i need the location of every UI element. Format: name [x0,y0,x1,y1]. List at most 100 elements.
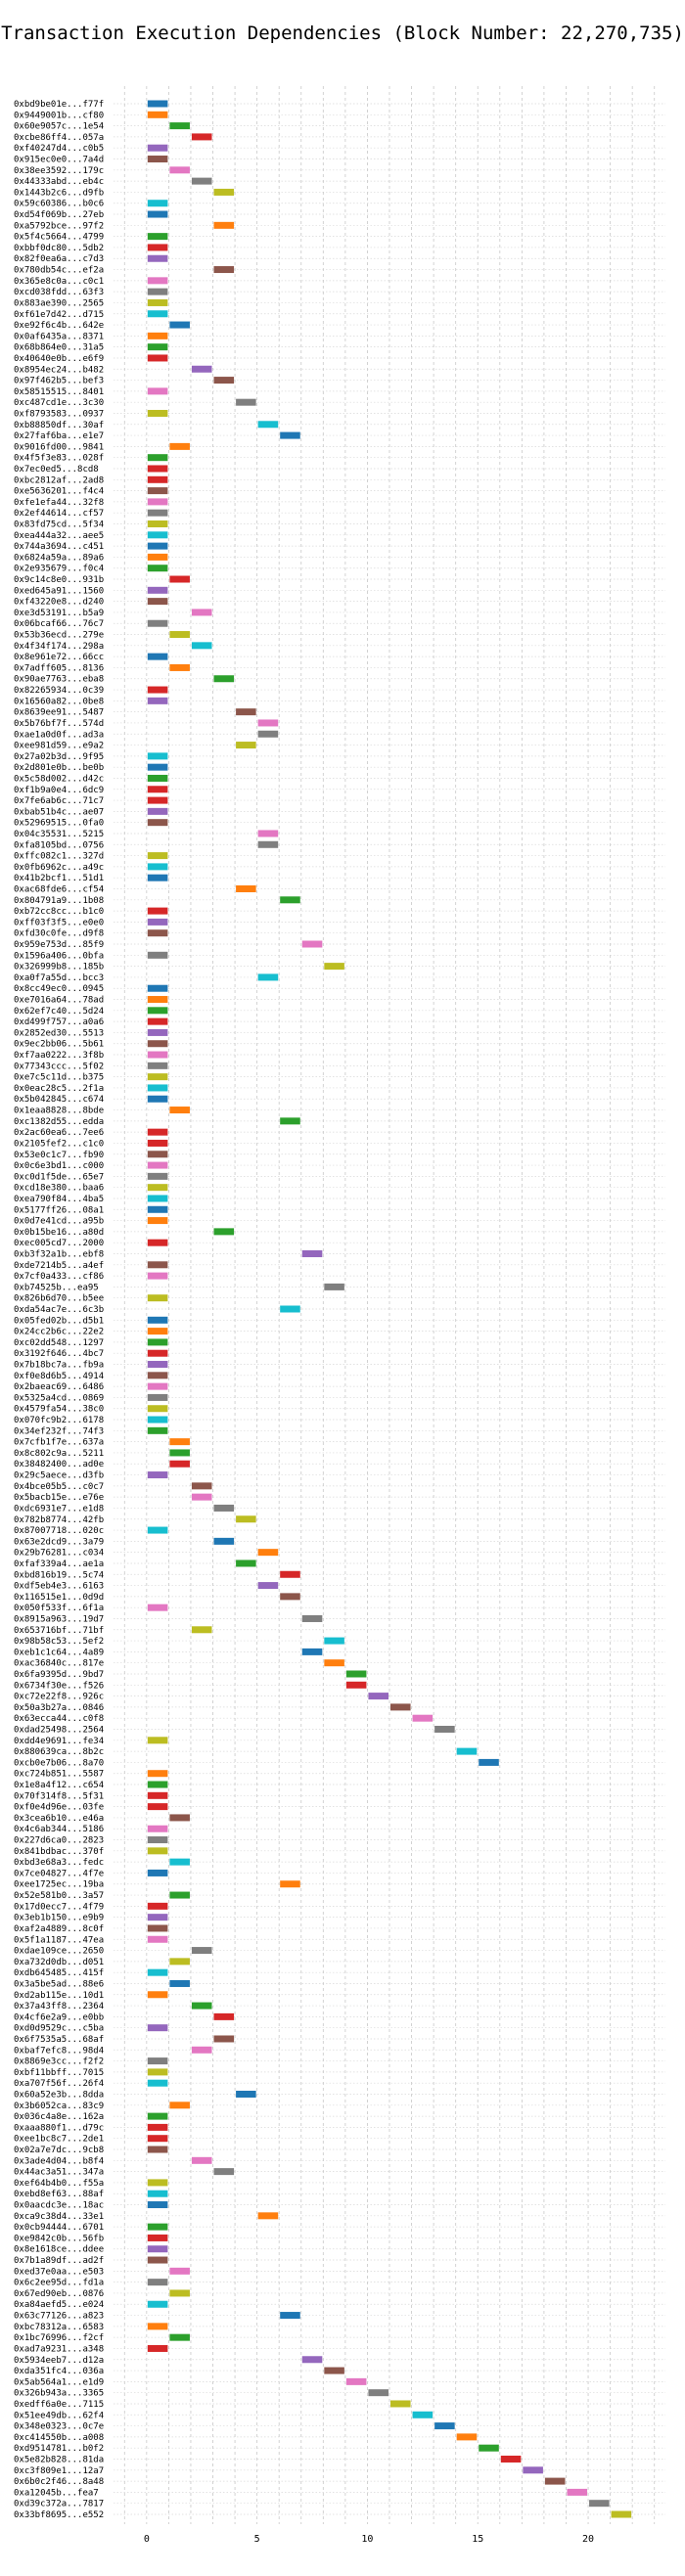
transaction-label: 0x6f7535a5...68af [14,2035,104,2045]
transaction-label: 0x3ade4d04...b8f4 [14,2156,104,2166]
transaction-label: 0xf0e4d96e...03fe [14,1803,104,1813]
transaction-label: 0x2e935679...f0c4 [14,565,104,574]
transaction-label: 0x5b042845...c674 [14,1095,104,1105]
transaction-label: 0xa5792bce...97f2 [14,221,104,231]
transaction-label: 0x7adff605...8136 [14,663,104,673]
transaction-bar [236,398,256,406]
transaction-bar [147,2135,168,2143]
transaction-label: 0x8e961e72...66cc [14,653,104,662]
transaction-label: 0x87007718...020c [14,1526,104,1536]
transaction-label: 0xae1a0d0f...ad3a [14,730,104,740]
transaction-bar [191,2046,212,2054]
transaction-label: 0x365e8c0a...c0c1 [14,277,104,287]
transaction-bar [147,2112,168,2120]
transaction-label: 0x959e753d...85f9 [14,940,104,950]
transaction-bar [280,1880,300,1888]
transaction-label: 0x5ab564a1...e1d9 [14,2377,104,2387]
transaction-label: 0x34ef232f...74f3 [14,1426,104,1436]
transaction-label: 0x5bacb15e...e76e [14,1493,104,1503]
transaction-bar [147,1781,168,1788]
transaction-bar [301,1249,323,1257]
transaction-label: 0xaaa880f1...d79c [14,2123,104,2133]
transaction-label: 0x44ac3a51...347a [14,2168,104,2178]
transaction-bar [147,984,168,992]
transaction-label: 0x24cc2b6c...22e2 [14,1328,104,1337]
transaction-bar [412,1714,434,1722]
transaction-label: 0x6c2ee95d...fd1a [14,2279,104,2288]
transaction-label: 0x3b6052ca...83c9 [14,2101,104,2111]
x-tick-label: 15 [472,2534,483,2545]
transaction-bar [147,2279,168,2286]
transaction-label: 0x41b2bcf1...51d1 [14,874,104,883]
transaction-label: 0x2852ed30...5513 [14,1028,104,1038]
transaction-label: 0xef64b4b0...f55a [14,2179,104,2189]
transaction-bar [169,1814,190,1822]
transaction-bar [280,431,300,439]
transaction-bar [479,1758,499,1766]
transaction-bar [147,1349,168,1357]
transaction-bar [147,475,168,483]
transaction-bar [147,2079,168,2087]
transaction-label: 0x036c4a8e...162a [14,2112,104,2122]
transaction-label: 0xfe1efa44...32f8 [14,498,104,508]
transaction-bar [324,1283,344,1290]
transaction-bar [147,531,168,539]
transaction-bar [191,642,212,650]
transaction-label: 0xfa8105bd...0756 [14,840,104,850]
transaction-label: 0x0fb6962c...a49c [14,863,104,873]
transaction-label: 0x4bce05b5...c0c7 [14,1482,104,1492]
transaction-label: 0x883ae390...2565 [14,298,104,308]
transaction-bar [147,2256,168,2264]
transaction-bar [257,719,279,727]
transaction-bar [147,1393,168,1401]
transaction-bar [147,1294,168,1302]
transaction-bar [147,653,168,660]
transaction-label: 0xda54ac7e...6c3b [14,1305,104,1315]
transaction-label: 0xf1b9a0e4...6dc9 [14,786,104,795]
transaction-label: 0xe3d53191...b5a9 [14,609,104,618]
transaction-label: 0x5c58d002...d42c [14,774,104,784]
transaction-bar [147,1405,168,1413]
transaction-bar [147,786,168,793]
transaction-bar [147,1172,168,1180]
transaction-label: 0xc414550b...a008 [14,2433,104,2443]
transaction-bar [147,200,168,207]
transaction-bar [147,1161,168,1169]
transaction-bar [147,1935,168,1943]
transaction-label: 0x38ee3592...179c [14,166,104,176]
transaction-bar [147,1261,168,1269]
transaction-label: 0x5f1a1187...47ea [14,1935,104,1945]
transaction-bar [147,310,168,318]
transaction-label: 0x9c14c8e0...931b [14,575,104,585]
transaction-bar [147,951,168,959]
transaction-bar [147,1095,168,1103]
transaction-bar [236,884,256,892]
transaction-label: 0xcbe86ff4...057a [14,133,104,143]
transaction-label: 0x82f0ea6a...c7d3 [14,254,104,264]
transaction-bar [257,830,279,837]
transaction-label: 0x841bdbac...370f [14,1847,104,1857]
transaction-bar [169,442,190,450]
transaction-label: 0xed37e0aa...e503 [14,2267,104,2277]
transaction-label: 0x0af6435a...8371 [14,332,104,341]
transaction-bar [169,663,190,671]
transaction-label: 0xe5636201...f4c4 [14,487,104,497]
transaction-label: 0xe7016a64...78ad [14,996,104,1006]
transaction-bar [147,1139,168,1147]
transaction-bar [589,2500,610,2508]
transaction-label: 0x58515515...8401 [14,387,104,397]
transaction-label: 0x6734f30e...f526 [14,1681,104,1691]
transaction-label: 0x63c77126...a823 [14,2312,104,2322]
transaction-bar [169,2267,190,2275]
transaction-bar [147,1361,168,1369]
transaction-label: 0xc02dd548...1297 [14,1338,104,1348]
transaction-bar [147,697,168,704]
transaction-label: 0x3192f646...4bc7 [14,1349,104,1359]
transaction-label: 0x6824a59a...89a6 [14,553,104,563]
transaction-label: 0xc0d1f5de...65e7 [14,1172,104,1182]
transaction-bar [147,619,168,627]
transaction-bar [213,2168,235,2176]
grid-layer [114,86,665,2524]
transaction-bar [169,1107,190,1114]
